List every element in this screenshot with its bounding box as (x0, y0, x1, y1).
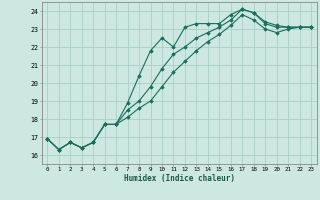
X-axis label: Humidex (Indice chaleur): Humidex (Indice chaleur) (124, 174, 235, 183)
